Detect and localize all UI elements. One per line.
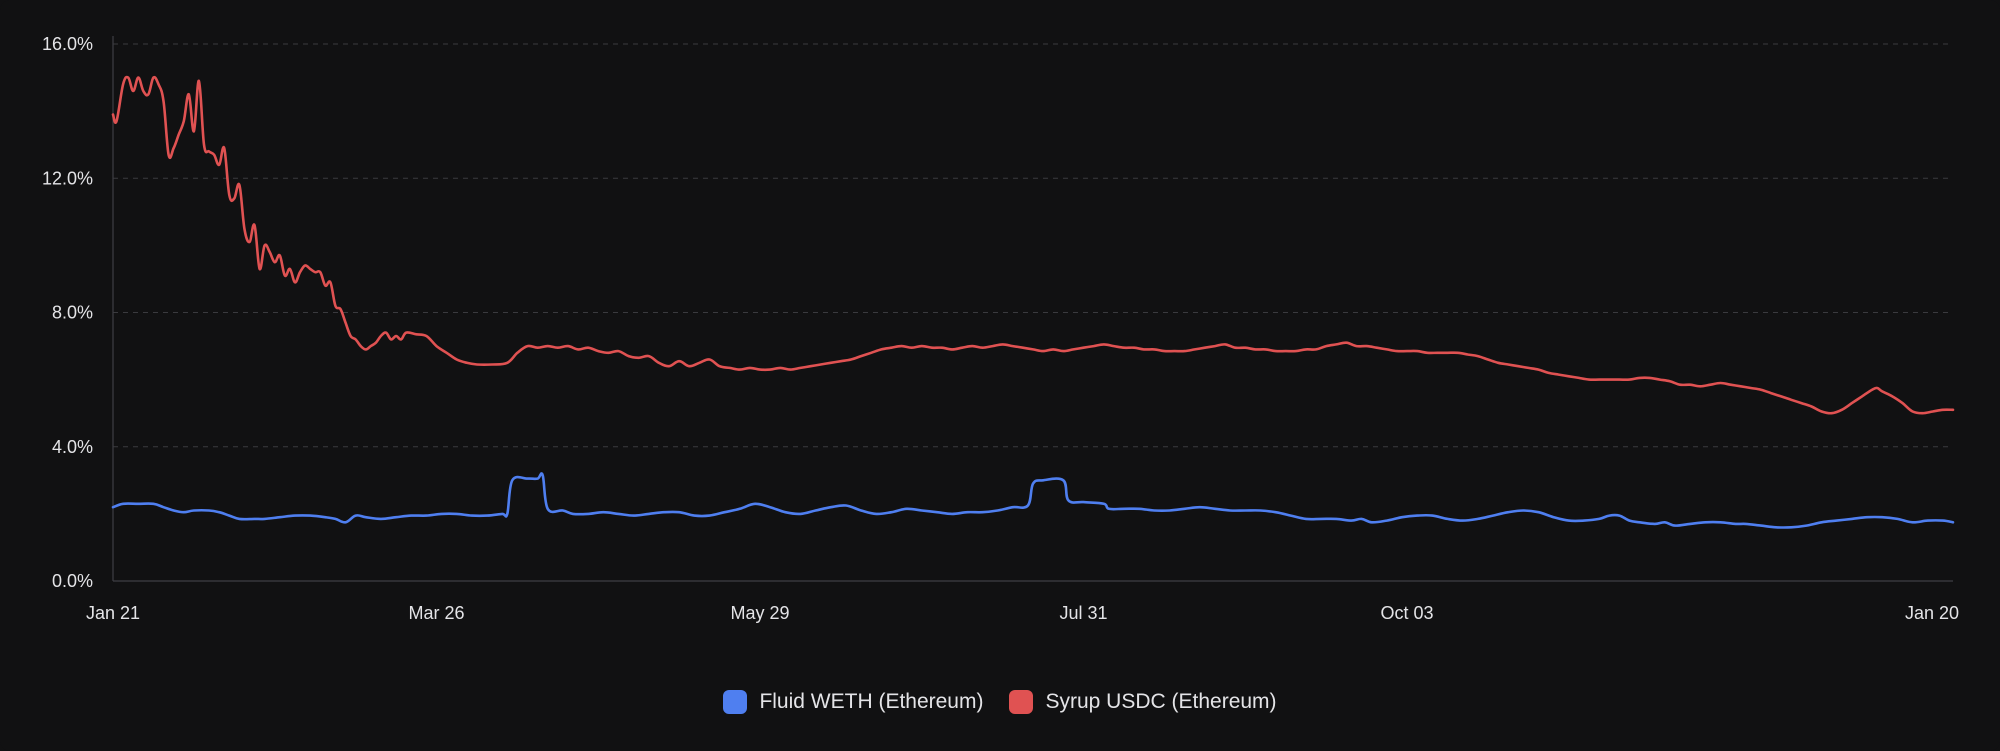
y-tick-label: 0.0% [52,571,93,591]
y-tick-label: 4.0% [52,437,93,457]
line-chart[interactable]: 0.0% 4.0% 8.0% 12.0% 16.0% Jan 21 Mar 26 May 2… [0,0,2000,680]
x-tick-label: Mar 26 [409,603,465,623]
series-lines[interactable] [111,75,1955,529]
x-tick-label: Jan 20 [1905,603,1959,623]
x-tick-label: Oct 03 [1381,603,1434,623]
legend-label-syrup-usdc: Syrup USDC (Ethereum) [1045,690,1277,713]
x-axis-tick-labels: Jan 21 Mar 26 May 29 Jul 31 Oct 03 Jan 20 [86,603,1959,623]
legend-swatch-syrup-usdc [1009,690,1034,714]
axes [112,36,1953,582]
grid-lines [113,43,1953,448]
series-line-syrup-usdc[interactable] [111,75,1955,415]
legend-swatch-fluid-weth [723,690,748,714]
y-tick-label: 8.0% [52,303,93,323]
legend-item-syrup-usdc[interactable]: Syrup USDC (Ethereum) [1009,690,1277,714]
x-tick-label: Jul 31 [1060,603,1108,623]
y-tick-label: 16.0% [42,34,93,54]
x-tick-label: May 29 [731,603,790,623]
y-tick-label: 12.0% [42,168,93,188]
y-axis-tick-labels: 0.0% 4.0% 8.0% 12.0% 16.0% [42,34,93,591]
series-line-fluid-weth[interactable] [111,472,1955,529]
legend-item-fluid-weth[interactable]: Fluid WETH (Ethereum) [723,690,983,714]
legend: Fluid WETH (Ethereum) Syrup USDC (Ethere… [0,690,2000,714]
legend-label-fluid-weth: Fluid WETH (Ethereum) [759,690,984,713]
x-tick-label: Jan 21 [86,603,140,623]
